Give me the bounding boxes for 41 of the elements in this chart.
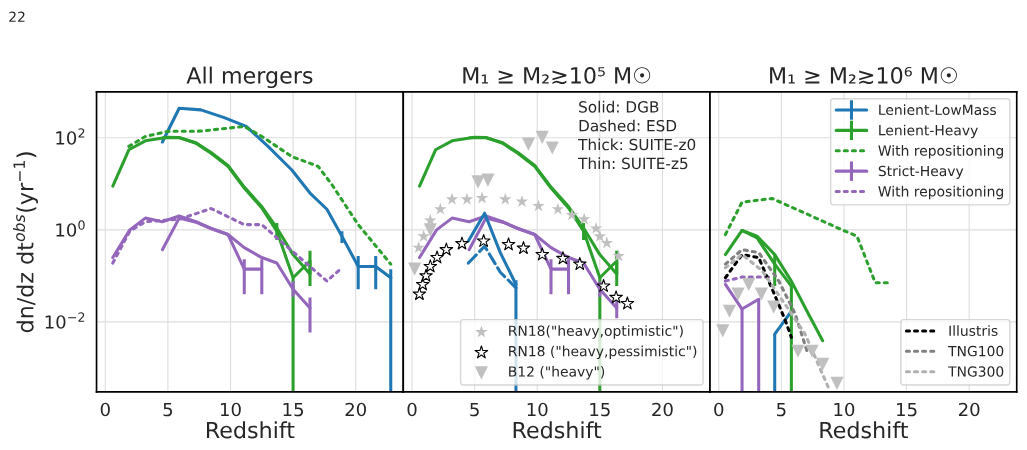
- y-tick-label: 10$^{2}$: [56, 128, 85, 145]
- annotation: Thin: SUITE-z5: [578, 157, 688, 170]
- legend-label: TNG300: [948, 366, 1004, 377]
- chart-title: All mergers: [186, 66, 313, 89]
- y-axis-title: dn/dz dt$^{obs}$(yr$^{−1}$): [13, 152, 38, 333]
- legend-label: TNG100: [948, 345, 1004, 357]
- y-tick-label: 10$^{0}$: [56, 220, 85, 237]
- x-tick-label: 20: [345, 402, 366, 417]
- x-tick-label: 0: [407, 402, 417, 417]
- legend-label: RN18("heavy,optimistic"): [509, 325, 683, 339]
- x-tick-label: 15: [590, 402, 610, 417]
- x-tick-label: 20: [958, 402, 980, 417]
- x-tick-label: 20: [652, 402, 673, 417]
- legend-label: RN18 ("heavy,pessimistic"): [509, 345, 697, 360]
- legend-label: Lenient-Heavy: [879, 124, 978, 139]
- x-tick-label: 5: [470, 402, 479, 417]
- x-tick-label: 0: [100, 402, 110, 417]
- legend-label: B12 ("heavy"): [509, 366, 605, 380]
- x-axis-title: Redshift: [820, 421, 908, 439]
- legend-label: With repositioning: [878, 145, 1003, 159]
- text: 22: [9, 11, 25, 22]
- x-tick-label: 15: [283, 402, 304, 417]
- annotation: Thick: SUITE-z0: [578, 138, 696, 151]
- x-axis-title: Redshift: [206, 421, 295, 439]
- legend-label: Lenient-LowMass: [879, 104, 996, 116]
- legend-label: Strict-Heavy: [878, 165, 964, 179]
- x-tick-label: 15: [897, 402, 917, 417]
- x-tick-label: 5: [163, 402, 173, 417]
- x-tick-label: 10: [527, 402, 548, 417]
- y-tick-label: 10$^{−2}$: [45, 312, 85, 329]
- chart-title: M₁ ≥ M₂≳10⁵ M☉: [463, 66, 651, 85]
- x-tick-label: 0: [714, 402, 724, 417]
- x-tick-label: 5: [777, 402, 786, 417]
- annotation: Dashed: ESD: [579, 119, 677, 132]
- x-tick-label: 10: [834, 402, 855, 417]
- x-tick-label: 10: [220, 402, 241, 417]
- chart-title: M₁ ≥ M₂≳10⁶ M☉: [770, 66, 957, 85]
- legend-label: Illustris: [949, 325, 998, 336]
- legend-label: With repositioning: [878, 185, 1003, 200]
- x-axis-title: Redshift: [513, 421, 602, 439]
- annotation: Solid: DGB: [579, 100, 659, 113]
